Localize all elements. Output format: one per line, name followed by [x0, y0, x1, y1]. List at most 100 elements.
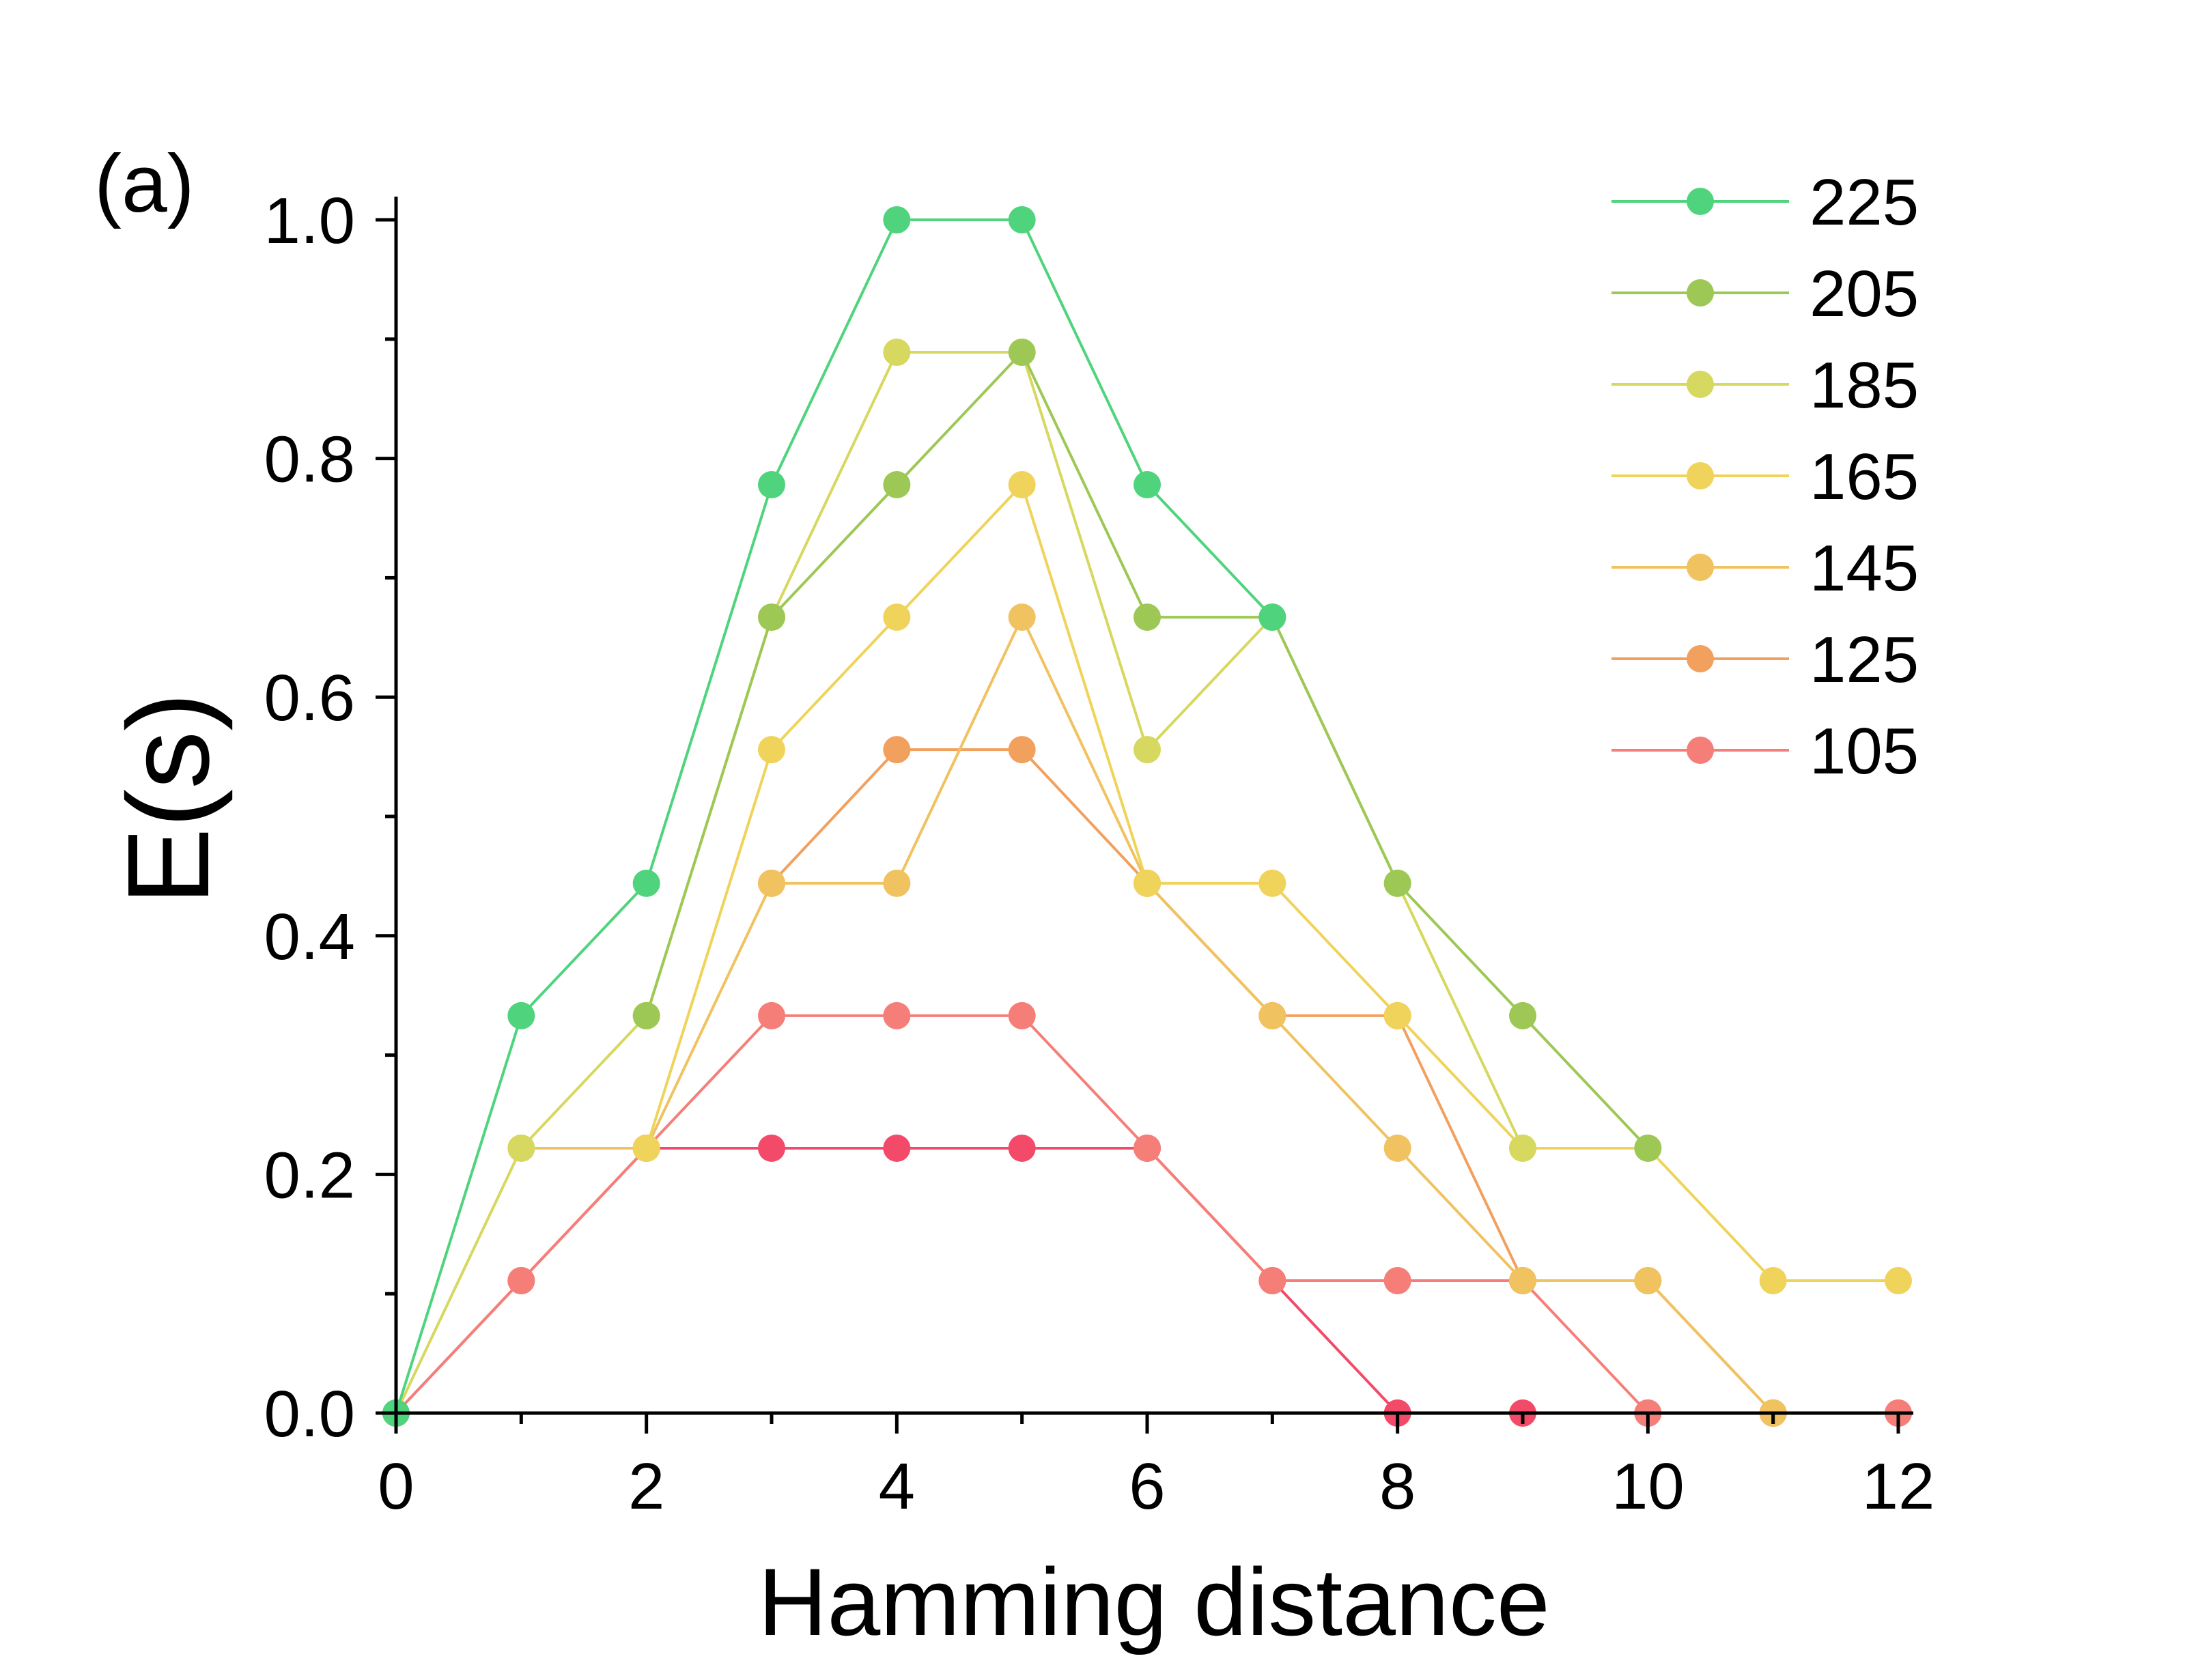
- x-tick-label: 8: [1379, 1450, 1416, 1523]
- data-point: [883, 339, 911, 367]
- legend-item: 125: [1611, 623, 1919, 696]
- ticks-layer: 0 2 4 6 8 10 12 0.0 0.2 0.4 0.6 0.8 1.0: [264, 184, 1935, 1523]
- x-tick-label: 6: [1129, 1450, 1165, 1523]
- legend-swatch-marker: [1687, 554, 1714, 581]
- data-point: [1383, 869, 1411, 897]
- legend-item: 205: [1611, 257, 1919, 330]
- series-225: [382, 206, 1286, 1427]
- x-axis-title: Hamming distance: [758, 1548, 1549, 1655]
- data-point: [507, 1001, 535, 1029]
- legend-swatch-marker: [1687, 645, 1714, 672]
- series-line: [395, 1146, 1898, 1414]
- legend-swatch-marker: [1687, 462, 1714, 489]
- legend-label: 105: [1810, 715, 1919, 788]
- legend-label: 125: [1810, 623, 1919, 696]
- data-point: [883, 471, 911, 499]
- series-145: [507, 603, 1787, 1427]
- series-base: [382, 1134, 1912, 1427]
- data-point: [1134, 471, 1161, 499]
- data-point: [507, 1134, 535, 1162]
- legend-item: 185: [1611, 349, 1919, 422]
- data-point: [1383, 1266, 1411, 1294]
- x-tick-label: 2: [628, 1450, 664, 1523]
- data-point: [758, 603, 785, 631]
- series-105: [382, 1001, 1912, 1427]
- data-point: [1008, 339, 1036, 367]
- data-point: [1134, 869, 1161, 897]
- y-tick-label: 0.6: [264, 661, 355, 735]
- series-layer: [382, 206, 1912, 1427]
- data-point: [632, 1001, 660, 1029]
- data-point: [1258, 603, 1286, 631]
- series-line: [770, 748, 1775, 1414]
- data-point: [758, 471, 785, 499]
- y-tick-label: 0.2: [264, 1139, 355, 1212]
- data-point: [1258, 1001, 1286, 1029]
- legend-swatch-marker: [1687, 188, 1714, 215]
- data-point: [758, 1134, 785, 1162]
- data-point: [1008, 1001, 1036, 1029]
- data-point: [1134, 603, 1161, 631]
- series-185: [382, 339, 1536, 1427]
- data-point: [883, 1134, 911, 1162]
- series-line: [395, 351, 1524, 1414]
- axes-layer: [394, 197, 1913, 1415]
- data-point: [1008, 736, 1036, 764]
- y-tick-label: 0.0: [264, 1378, 355, 1451]
- y-axis-title: E(s): [104, 692, 234, 905]
- data-point: [1383, 1134, 1411, 1162]
- legend: 225 205 185 165 145 125 105: [1611, 166, 1919, 788]
- data-point: [1509, 1266, 1536, 1294]
- legend-swatch-marker: [1687, 737, 1714, 764]
- data-point: [632, 869, 660, 897]
- legend-item: 165: [1611, 440, 1919, 513]
- series-line: [395, 218, 1273, 1414]
- y-tick-label: 1.0: [264, 184, 355, 257]
- data-point: [1383, 1001, 1411, 1029]
- data-point: [1509, 1134, 1536, 1162]
- x-tick-label: 12: [1862, 1450, 1935, 1523]
- data-point: [1759, 1266, 1787, 1294]
- data-point: [632, 1134, 660, 1162]
- y-tick-label: 0.4: [264, 900, 355, 973]
- data-point: [883, 869, 911, 897]
- legend-swatch-marker: [1687, 371, 1714, 398]
- data-point: [1134, 1134, 1161, 1162]
- x-tick-label: 0: [378, 1450, 414, 1523]
- legend-item: 145: [1611, 532, 1919, 605]
- series-line: [395, 1014, 1898, 1414]
- data-point: [1008, 471, 1036, 499]
- data-point: [1634, 1266, 1662, 1294]
- legend-label: 185: [1810, 349, 1919, 422]
- data-point: [1634, 1134, 1662, 1162]
- data-point: [758, 736, 785, 764]
- y-tick-label: 0.8: [264, 423, 355, 496]
- legend-label: 225: [1810, 166, 1919, 239]
- legend-label: 165: [1810, 440, 1919, 513]
- data-point: [1008, 1134, 1036, 1162]
- legend-swatch-marker: [1687, 279, 1714, 307]
- legend-item: 105: [1611, 715, 1919, 788]
- data-point: [1258, 869, 1286, 897]
- data-point: [1008, 603, 1036, 631]
- data-point: [1258, 1266, 1286, 1294]
- data-point: [758, 869, 785, 897]
- data-point: [1134, 736, 1161, 764]
- data-point: [1008, 206, 1036, 233]
- legend-label: 145: [1810, 532, 1919, 605]
- panel-label: (a): [94, 138, 195, 229]
- data-point: [1885, 1266, 1912, 1294]
- legend-label: 205: [1810, 257, 1919, 330]
- data-point: [883, 1001, 911, 1029]
- series-125: [758, 736, 1787, 1427]
- data-point: [507, 1266, 535, 1294]
- data-point: [1509, 1001, 1536, 1029]
- data-point: [758, 1001, 785, 1029]
- data-point: [883, 603, 911, 631]
- x-tick-label: 4: [879, 1450, 915, 1523]
- series-205: [632, 339, 1662, 1162]
- data-point: [883, 206, 911, 233]
- x-tick-label: 10: [1611, 1450, 1685, 1523]
- data-point: [883, 736, 911, 764]
